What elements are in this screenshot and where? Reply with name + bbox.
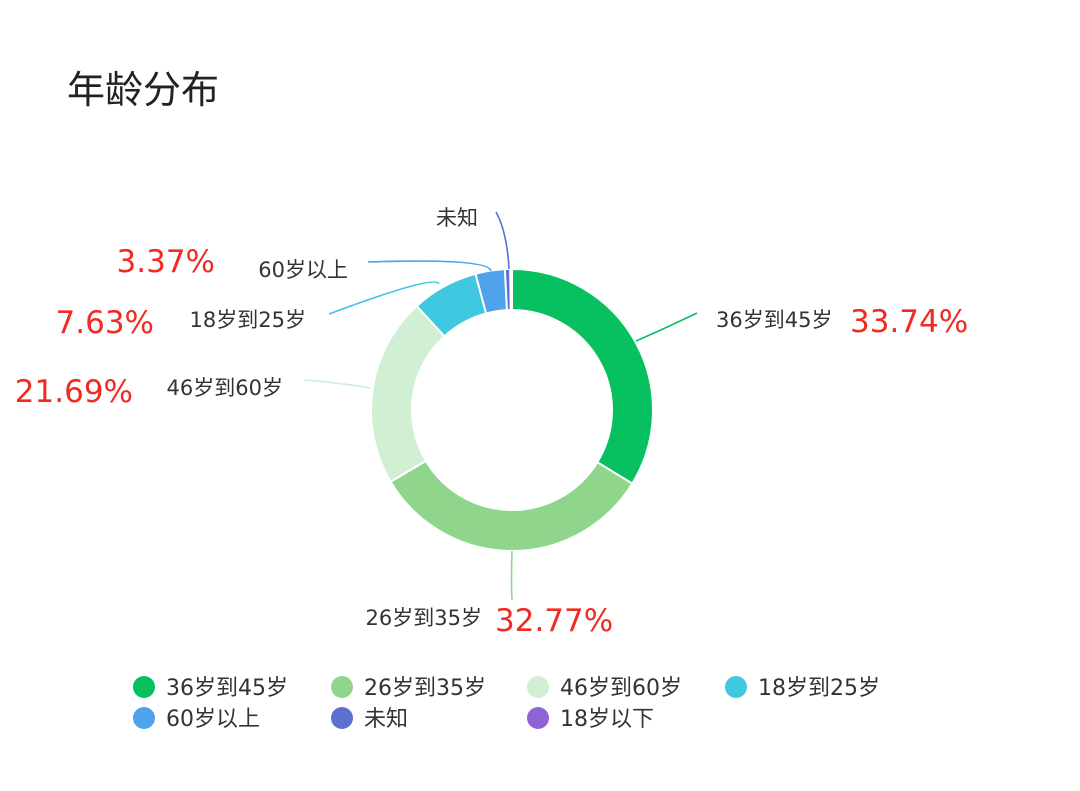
slice-label-1: 26岁到35岁 xyxy=(366,606,482,630)
slice-1 xyxy=(389,459,634,552)
slice-0 xyxy=(511,267,654,485)
leader-line-5 xyxy=(495,211,510,270)
slice-percent-1: 32.77% xyxy=(495,603,613,639)
slice-labels: 36岁到45岁 33.74% 26岁到35岁 32.77% 46岁到60岁 21.69% 1… xyxy=(15,206,968,639)
legend-marker-icon xyxy=(527,676,549,698)
legend-label: 26岁到35岁 xyxy=(364,676,486,701)
leader-line-4 xyxy=(367,260,492,272)
slice-label-2: 46岁到60岁 xyxy=(167,376,283,400)
slice-2 xyxy=(370,304,446,484)
legend: 36岁到45岁 26岁到35岁 46岁到60岁 18岁到25岁 60岁以上 未知 18岁以下 xyxy=(133,676,880,732)
legend-item-5[interactable]: 未知 xyxy=(331,707,408,732)
chart-title: 年龄分布 xyxy=(67,68,219,112)
legend-marker-icon xyxy=(331,707,353,729)
slice-percent-0: 33.74% xyxy=(850,304,968,340)
legend-item-1[interactable]: 26岁到35岁 xyxy=(331,676,486,701)
legend-marker-icon xyxy=(331,676,353,698)
slice-percent-4: 3.37% xyxy=(117,244,215,280)
legend-marker-icon xyxy=(725,676,747,698)
leader-line-0 xyxy=(635,312,698,342)
slice-6 xyxy=(509,267,513,312)
leader-line-1 xyxy=(510,550,513,601)
legend-marker-icon xyxy=(133,707,155,729)
leader-line-3 xyxy=(328,281,440,315)
slice-percent-3: 7.63% xyxy=(56,305,154,341)
legend-label: 60岁以上 xyxy=(166,707,260,732)
legend-label: 未知 xyxy=(364,707,408,732)
slice-label-0: 36岁到45岁 xyxy=(716,308,832,332)
legend-label: 18岁以下 xyxy=(560,707,654,732)
donut-slices xyxy=(370,267,654,552)
legend-marker-icon xyxy=(527,707,549,729)
leader-line-2 xyxy=(303,379,372,389)
legend-item-3[interactable]: 18岁到25岁 xyxy=(725,676,880,701)
legend-label: 46岁到60岁 xyxy=(560,676,682,701)
slice-label-5: 未知 xyxy=(436,206,478,230)
slice-percent-2: 21.69% xyxy=(15,374,133,410)
legend-label: 36岁到45岁 xyxy=(166,676,288,701)
legend-item-6[interactable]: 18岁以下 xyxy=(527,707,654,732)
slice-label-4: 60岁以上 xyxy=(258,258,348,282)
legend-marker-icon xyxy=(133,676,155,698)
slice-label-3: 18岁到25岁 xyxy=(190,308,306,332)
legend-item-0[interactable]: 36岁到45岁 xyxy=(133,676,288,701)
legend-item-4[interactable]: 60岁以上 xyxy=(133,707,260,732)
legend-item-2[interactable]: 46岁到60岁 xyxy=(527,676,682,701)
legend-label: 18岁到25岁 xyxy=(758,676,880,701)
